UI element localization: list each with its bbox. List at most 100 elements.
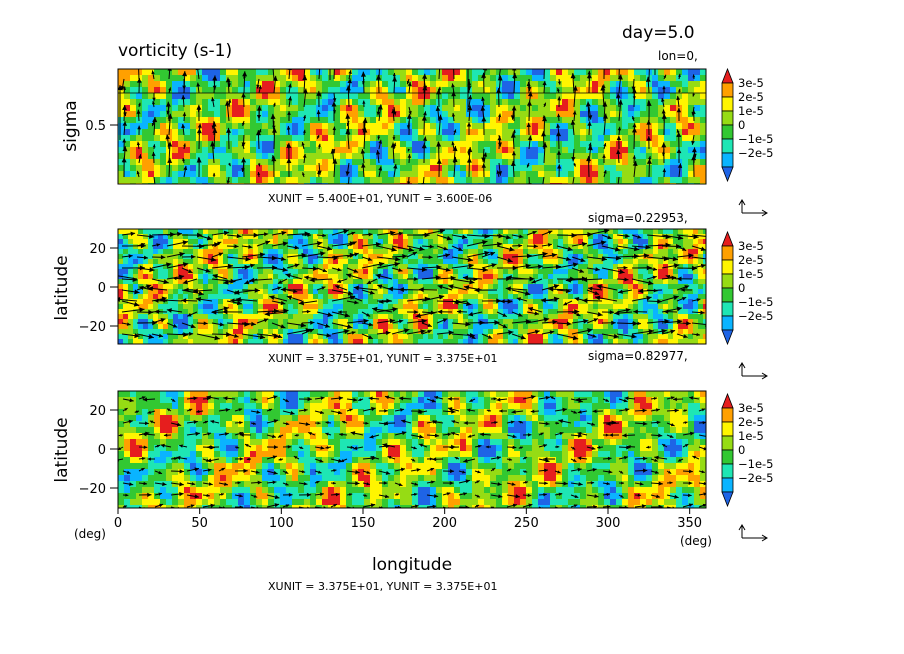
vorticity-cell-middle xyxy=(683,264,689,270)
vorticity-cell-top xyxy=(460,69,467,76)
vorticity-cell-top xyxy=(388,159,395,166)
vorticity-cell-middle xyxy=(178,269,184,275)
vorticity-cell-middle xyxy=(233,314,239,320)
vorticity-cell-middle xyxy=(668,269,674,275)
vorticity-cell-top xyxy=(598,105,605,112)
vorticity-cell-top xyxy=(316,129,323,136)
vorticity-cell-middle xyxy=(623,299,629,305)
vorticity-cell-middle xyxy=(368,304,374,310)
vorticity-cell-middle xyxy=(648,269,654,275)
vorticity-cell-middle xyxy=(383,239,389,245)
vorticity-cell-middle xyxy=(218,259,224,265)
vorticity-cell-middle xyxy=(288,234,294,240)
vorticity-cell-top xyxy=(568,159,575,166)
vorticity-cell-top xyxy=(340,153,347,160)
vorticity-cell-middle xyxy=(703,294,706,300)
vorticity-cell-middle xyxy=(428,264,434,270)
vorticity-cell-top xyxy=(460,111,467,118)
vorticity-cell-top xyxy=(298,147,305,154)
vorticity-cell-middle xyxy=(388,324,394,330)
vorticity-cell-top xyxy=(484,165,491,172)
vorticity-cell-middle xyxy=(243,234,249,240)
vorticity-cell-middle xyxy=(548,299,554,305)
vorticity-cell-middle xyxy=(133,274,139,280)
vorticity-cell-middle xyxy=(568,259,574,265)
vorticity-cell-top xyxy=(430,69,437,76)
vorticity-cell-middle xyxy=(693,324,699,330)
vorticity-cell-top xyxy=(682,81,689,88)
vorticity-cell-top xyxy=(124,93,131,100)
wind-arrow-top-head xyxy=(212,122,217,127)
vorticity-cell-middle xyxy=(453,289,459,295)
vorticity-cell-top xyxy=(508,117,515,124)
vorticity-cell-middle xyxy=(408,294,414,300)
vorticity-cell-middle xyxy=(203,329,209,335)
vorticity-cell-middle xyxy=(458,274,464,280)
vorticity-cell-middle xyxy=(703,244,706,250)
vorticity-cell-top xyxy=(328,75,335,82)
vorticity-cell-top xyxy=(292,129,299,136)
vorticity-cell-middle xyxy=(608,274,614,280)
vorticity-cell-middle xyxy=(178,279,184,285)
vorticity-cell-top xyxy=(700,93,706,100)
vorticity-cell-top xyxy=(664,141,671,148)
wind-arrow-top-long-head xyxy=(118,85,123,90)
vorticity-cell-middle xyxy=(428,279,434,285)
vorticity-cell-top xyxy=(268,165,275,172)
vorticity-cell-top xyxy=(694,171,701,178)
vorticity-cell-top xyxy=(550,141,557,148)
vorticity-cell-middle xyxy=(178,229,184,235)
vorticity-cell-top xyxy=(352,117,359,124)
vorticity-cell-top xyxy=(394,159,401,166)
vorticity-cell-middle xyxy=(123,249,129,255)
vorticity-cell-middle xyxy=(503,244,509,250)
vorticity-cell-top xyxy=(652,159,659,166)
vorticity-cell-top xyxy=(634,147,641,154)
vorticity-cell-top xyxy=(274,99,281,106)
vorticity-cell-middle xyxy=(238,229,244,235)
vorticity-cell-middle xyxy=(643,319,649,325)
vorticity-cell-top xyxy=(250,153,257,160)
vorticity-cell-middle xyxy=(623,319,629,325)
vorticity-cell-middle xyxy=(358,234,364,240)
vorticity-cell-top xyxy=(274,111,281,118)
wind-arrow-top-head xyxy=(136,77,142,83)
vorticity-cell-middle xyxy=(668,304,674,310)
vorticity-cell-middle xyxy=(138,234,144,240)
vorticity-cell-top xyxy=(622,177,629,184)
vorticity-cell-middle xyxy=(613,269,619,275)
vorticity-cell-top xyxy=(124,117,131,124)
vorticity-cell-middle xyxy=(208,229,214,235)
vorticity-cell-top xyxy=(190,171,197,178)
vorticity-cell-top xyxy=(640,177,647,184)
vorticity-cell-top xyxy=(142,93,149,100)
vorticity-cell-middle xyxy=(578,279,584,285)
vorticity-cell-top xyxy=(484,177,491,184)
vorticity-cell-top xyxy=(118,153,125,160)
vorticity-cell-top xyxy=(628,81,635,88)
vorticity-cell-middle xyxy=(438,299,444,305)
vorticity-cell-middle xyxy=(178,294,184,300)
vorticity-cell-top xyxy=(160,99,167,106)
vorticity-cell-top xyxy=(604,105,611,112)
vorticity-cell-middle xyxy=(253,229,259,235)
vorticity-cell-top xyxy=(232,117,239,124)
vorticity-cell-top xyxy=(532,177,539,184)
vorticity-cell-top xyxy=(418,123,425,130)
vorticity-cell-middle xyxy=(368,244,374,250)
vorticity-cell-middle xyxy=(418,269,424,275)
vorticity-cell-top xyxy=(634,105,641,112)
vorticity-cell-top xyxy=(124,177,131,184)
vorticity-cell-middle xyxy=(693,279,699,285)
vorticity-cell-middle xyxy=(203,324,209,330)
vorticity-cell-middle xyxy=(123,229,129,235)
vorticity-cell-middle xyxy=(198,254,204,260)
vorticity-cell-middle xyxy=(628,249,634,255)
vorticity-cell-middle xyxy=(428,259,434,265)
vorticity-cell-top xyxy=(544,177,551,184)
vorticity-cell-top xyxy=(118,105,125,112)
vorticity-cell-middle xyxy=(423,229,429,235)
vorticity-cell-top xyxy=(220,111,227,118)
vorticity-cell-top xyxy=(430,159,437,166)
vorticity-cell-middle xyxy=(228,259,234,265)
